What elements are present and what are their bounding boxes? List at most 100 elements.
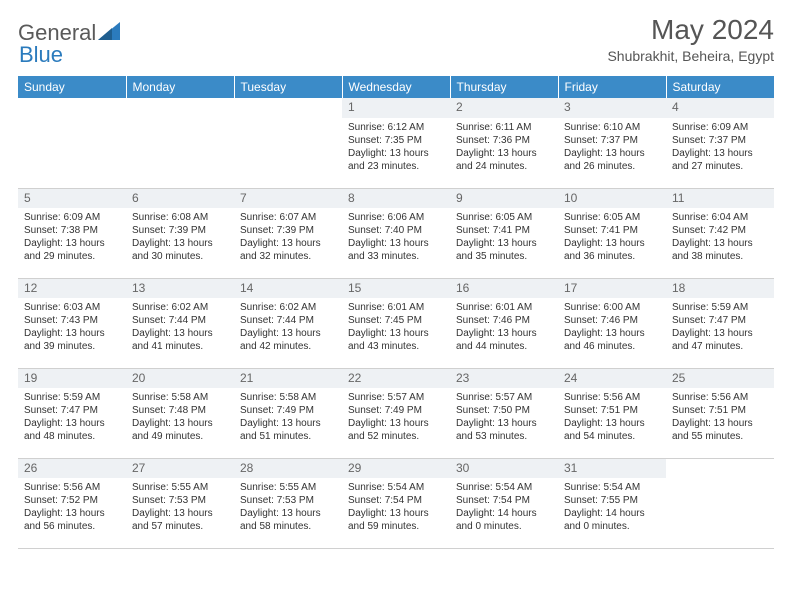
title-block: May 2024 Shubrakhit, Beheira, Egypt [607,14,774,64]
day-number: 11 [666,189,774,209]
day-details: Sunrise: 5:56 AMSunset: 7:51 PMDaylight:… [666,388,774,447]
day-details: Sunrise: 6:05 AMSunset: 7:41 PMDaylight:… [558,208,666,267]
calendar-day-cell: .. [126,98,234,188]
day-number: 23 [450,369,558,389]
day-details: Sunrise: 6:04 AMSunset: 7:42 PMDaylight:… [666,208,774,267]
day-details: Sunrise: 6:10 AMSunset: 7:37 PMDaylight:… [558,118,666,177]
day-details: Sunrise: 6:07 AMSunset: 7:39 PMDaylight:… [234,208,342,267]
day-details: Sunrise: 5:57 AMSunset: 7:49 PMDaylight:… [342,388,450,447]
calendar-day-cell: 8Sunrise: 6:06 AMSunset: 7:40 PMDaylight… [342,188,450,278]
day-number: 8 [342,189,450,209]
calendar-day-cell: 26Sunrise: 5:56 AMSunset: 7:52 PMDayligh… [18,458,126,548]
day-details: Sunrise: 6:03 AMSunset: 7:43 PMDaylight:… [18,298,126,357]
logo-triangle-icon [98,22,120,45]
calendar-week-row: 26Sunrise: 5:56 AMSunset: 7:52 PMDayligh… [18,458,774,548]
day-number: 1 [342,98,450,118]
day-details: Sunrise: 6:06 AMSunset: 7:40 PMDaylight:… [342,208,450,267]
page-title: May 2024 [607,14,774,46]
day-details: Sunrise: 6:01 AMSunset: 7:46 PMDaylight:… [450,298,558,357]
calendar-day-cell: 25Sunrise: 5:56 AMSunset: 7:51 PMDayligh… [666,368,774,458]
day-number: 10 [558,189,666,209]
calendar-day-cell: 6Sunrise: 6:08 AMSunset: 7:39 PMDaylight… [126,188,234,278]
day-details: Sunrise: 5:54 AMSunset: 7:55 PMDaylight:… [558,478,666,537]
calendar-week-row: 12Sunrise: 6:03 AMSunset: 7:43 PMDayligh… [18,278,774,368]
day-details: Sunrise: 5:55 AMSunset: 7:53 PMDaylight:… [234,478,342,537]
day-number: 21 [234,369,342,389]
day-number: 14 [234,279,342,299]
calendar-week-row: ......1Sunrise: 6:12 AMSunset: 7:35 PMDa… [18,98,774,188]
calendar-day-cell: 3Sunrise: 6:10 AMSunset: 7:37 PMDaylight… [558,98,666,188]
calendar-day-cell: 17Sunrise: 6:00 AMSunset: 7:46 PMDayligh… [558,278,666,368]
calendar-day-cell: 16Sunrise: 6:01 AMSunset: 7:46 PMDayligh… [450,278,558,368]
day-number: 29 [342,459,450,479]
day-number: 30 [450,459,558,479]
day-number: 25 [666,369,774,389]
calendar-day-cell: .. [666,458,774,548]
calendar-day-cell: .. [234,98,342,188]
calendar-day-cell: 1Sunrise: 6:12 AMSunset: 7:35 PMDaylight… [342,98,450,188]
calendar-day-cell: 31Sunrise: 5:54 AMSunset: 7:55 PMDayligh… [558,458,666,548]
calendar-day-cell: 18Sunrise: 5:59 AMSunset: 7:47 PMDayligh… [666,278,774,368]
calendar-week-row: 5Sunrise: 6:09 AMSunset: 7:38 PMDaylight… [18,188,774,278]
day-details: Sunrise: 5:54 AMSunset: 7:54 PMDaylight:… [342,478,450,537]
day-details: Sunrise: 5:54 AMSunset: 7:54 PMDaylight:… [450,478,558,537]
calendar-day-cell: 22Sunrise: 5:57 AMSunset: 7:49 PMDayligh… [342,368,450,458]
day-details: Sunrise: 5:56 AMSunset: 7:51 PMDaylight:… [558,388,666,447]
weekday-header: Tuesday [234,76,342,98]
calendar-header-row: SundayMondayTuesdayWednesdayThursdayFrid… [18,76,774,98]
weekday-header: Friday [558,76,666,98]
calendar-day-cell: 13Sunrise: 6:02 AMSunset: 7:44 PMDayligh… [126,278,234,368]
calendar-day-cell: 23Sunrise: 5:57 AMSunset: 7:50 PMDayligh… [450,368,558,458]
day-details: Sunrise: 6:05 AMSunset: 7:41 PMDaylight:… [450,208,558,267]
day-details: Sunrise: 5:58 AMSunset: 7:49 PMDaylight:… [234,388,342,447]
calendar-day-cell: 15Sunrise: 6:01 AMSunset: 7:45 PMDayligh… [342,278,450,368]
calendar-day-cell: 4Sunrise: 6:09 AMSunset: 7:37 PMDaylight… [666,98,774,188]
day-number: 15 [342,279,450,299]
day-details: Sunrise: 6:02 AMSunset: 7:44 PMDaylight:… [234,298,342,357]
day-number: 13 [126,279,234,299]
calendar-day-cell: 7Sunrise: 6:07 AMSunset: 7:39 PMDaylight… [234,188,342,278]
weekday-header: Sunday [18,76,126,98]
day-number: 31 [558,459,666,479]
day-number: 20 [126,369,234,389]
day-number: 2 [450,98,558,118]
day-details: Sunrise: 6:09 AMSunset: 7:38 PMDaylight:… [18,208,126,267]
day-details: Sunrise: 5:59 AMSunset: 7:47 PMDaylight:… [666,298,774,357]
location: Shubrakhit, Beheira, Egypt [607,48,774,64]
day-details: Sunrise: 5:57 AMSunset: 7:50 PMDaylight:… [450,388,558,447]
calendar-day-cell: 12Sunrise: 6:03 AMSunset: 7:43 PMDayligh… [18,278,126,368]
day-number: 22 [342,369,450,389]
calendar-day-cell: .. [18,98,126,188]
day-number: 28 [234,459,342,479]
calendar-day-cell: 24Sunrise: 5:56 AMSunset: 7:51 PMDayligh… [558,368,666,458]
day-number: 7 [234,189,342,209]
calendar-table: SundayMondayTuesdayWednesdayThursdayFrid… [18,76,774,549]
weekday-header: Thursday [450,76,558,98]
calendar-day-cell: 5Sunrise: 6:09 AMSunset: 7:38 PMDaylight… [18,188,126,278]
day-number: 18 [666,279,774,299]
weekday-header: Saturday [666,76,774,98]
calendar-day-cell: 20Sunrise: 5:58 AMSunset: 7:48 PMDayligh… [126,368,234,458]
day-number: 17 [558,279,666,299]
day-number: 26 [18,459,126,479]
calendar-day-cell: 11Sunrise: 6:04 AMSunset: 7:42 PMDayligh… [666,188,774,278]
day-number: 6 [126,189,234,209]
day-number: 4 [666,98,774,118]
calendar-day-cell: 27Sunrise: 5:55 AMSunset: 7:53 PMDayligh… [126,458,234,548]
calendar-day-cell: 30Sunrise: 5:54 AMSunset: 7:54 PMDayligh… [450,458,558,548]
calendar-day-cell: 28Sunrise: 5:55 AMSunset: 7:53 PMDayligh… [234,458,342,548]
day-number: 3 [558,98,666,118]
calendar-day-cell: 14Sunrise: 6:02 AMSunset: 7:44 PMDayligh… [234,278,342,368]
day-details: Sunrise: 5:56 AMSunset: 7:52 PMDaylight:… [18,478,126,537]
calendar-day-cell: 10Sunrise: 6:05 AMSunset: 7:41 PMDayligh… [558,188,666,278]
day-number: 16 [450,279,558,299]
day-number: 19 [18,369,126,389]
weekday-header: Wednesday [342,76,450,98]
day-number: 24 [558,369,666,389]
day-number: 12 [18,279,126,299]
day-number: 27 [126,459,234,479]
day-number: 5 [18,189,126,209]
day-details: Sunrise: 6:02 AMSunset: 7:44 PMDaylight:… [126,298,234,357]
day-details: Sunrise: 6:11 AMSunset: 7:36 PMDaylight:… [450,118,558,177]
day-details: Sunrise: 6:01 AMSunset: 7:45 PMDaylight:… [342,298,450,357]
